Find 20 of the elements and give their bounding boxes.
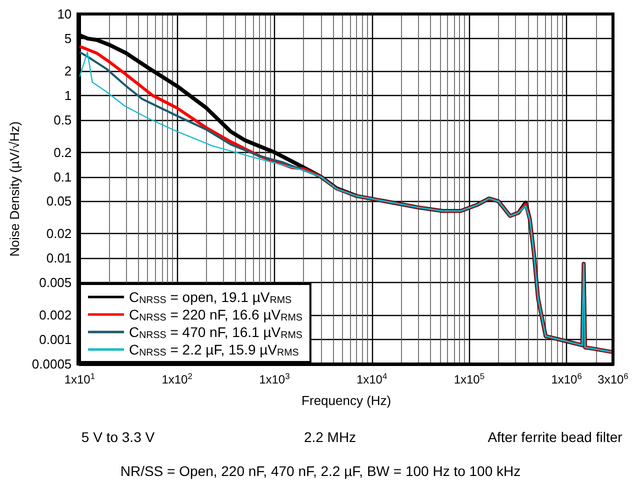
y-tick-label: 0.5: [54, 112, 72, 128]
y-tick-label: 10: [57, 6, 72, 22]
y-tick-label: 0.005: [39, 275, 72, 290]
y-tick-label: 0.2: [54, 144, 72, 160]
text: NR/SS = Open, 220 nF, 470 nF, 2.2 µF, BW = 100 Hz to 100 kHz: [120, 463, 521, 479]
y-tick-label: 0.01: [46, 250, 72, 266]
y-tick-label: 0.002: [39, 308, 72, 323]
text: 2.2 MHz: [304, 429, 356, 445]
y-tick-label: 0.001: [39, 332, 72, 348]
x-axis-title: Frequency (Hz): [302, 393, 392, 408]
y-axis-title: Noise Density (µV/√Hz): [7, 121, 22, 257]
text: After ferrite bead filter: [488, 429, 623, 445]
y-tick-label: 0.1: [54, 169, 72, 184]
y-tick-label: 0.0005: [32, 356, 72, 372]
y-tick-label: 0.02: [46, 226, 72, 242]
y-tick-label: 1: [64, 88, 72, 103]
y-tick-label: 0.05: [46, 194, 72, 209]
y-tick-label: 2: [64, 63, 72, 78]
y-tick-label: 5: [64, 30, 72, 46]
text: 5 V to 3.3 V: [81, 429, 156, 445]
